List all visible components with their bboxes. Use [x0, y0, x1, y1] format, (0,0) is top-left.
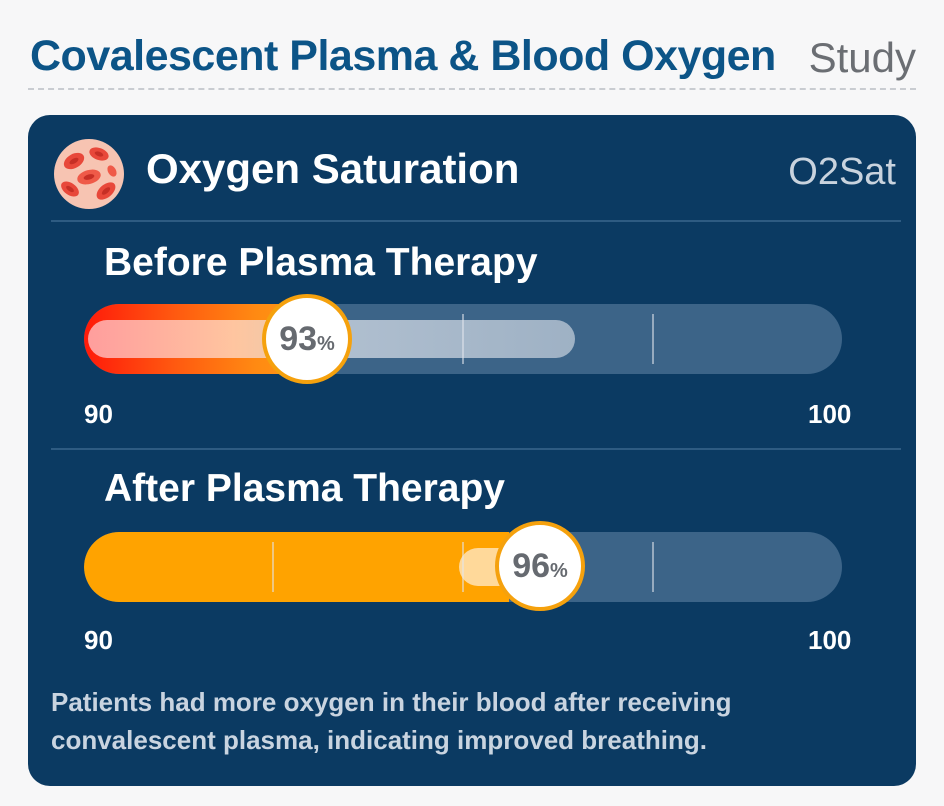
after-min-label: 90 [84, 625, 113, 655]
red-blood-cells-icon [54, 139, 124, 209]
divider [51, 448, 901, 450]
after-title: After Plasma Therapy [104, 467, 505, 510]
gauge-tick [652, 314, 654, 364]
after-max-label: 100 [808, 625, 852, 655]
oxygen-saturation-card: Oxygen Saturation O2Sat Before Plasma Th… [28, 115, 916, 786]
after-gauge-track [84, 532, 842, 602]
before-unit: % [317, 332, 335, 355]
gauge-tick [462, 542, 464, 592]
gauge-tick [272, 542, 274, 592]
after-unit: % [550, 559, 568, 582]
card-code: O2Sat [788, 151, 896, 193]
before-value: 93 [279, 319, 318, 358]
before-title: Before Plasma Therapy [104, 241, 538, 284]
after-gauge-fill [84, 532, 509, 602]
before-gauge-track [84, 304, 842, 374]
gauge-tick [652, 542, 654, 592]
summary-caption: Patients had more oxygen in their blood … [51, 687, 732, 755]
page-tag: Study [808, 34, 916, 81]
before-max-label: 100 [808, 399, 852, 429]
gauge-tick [462, 314, 464, 364]
page-header: Covalescent Plasma & Blood Oxygen Study [28, 28, 916, 90]
card-title: Oxygen Saturation [146, 145, 520, 192]
page-title: Covalescent Plasma & Blood Oxygen [30, 32, 776, 80]
after-value-marker: 96% [495, 521, 585, 611]
before-min-label: 90 [84, 399, 113, 429]
after-value: 96 [512, 546, 551, 585]
divider [51, 220, 901, 222]
before-value-marker: 93% [262, 294, 352, 384]
